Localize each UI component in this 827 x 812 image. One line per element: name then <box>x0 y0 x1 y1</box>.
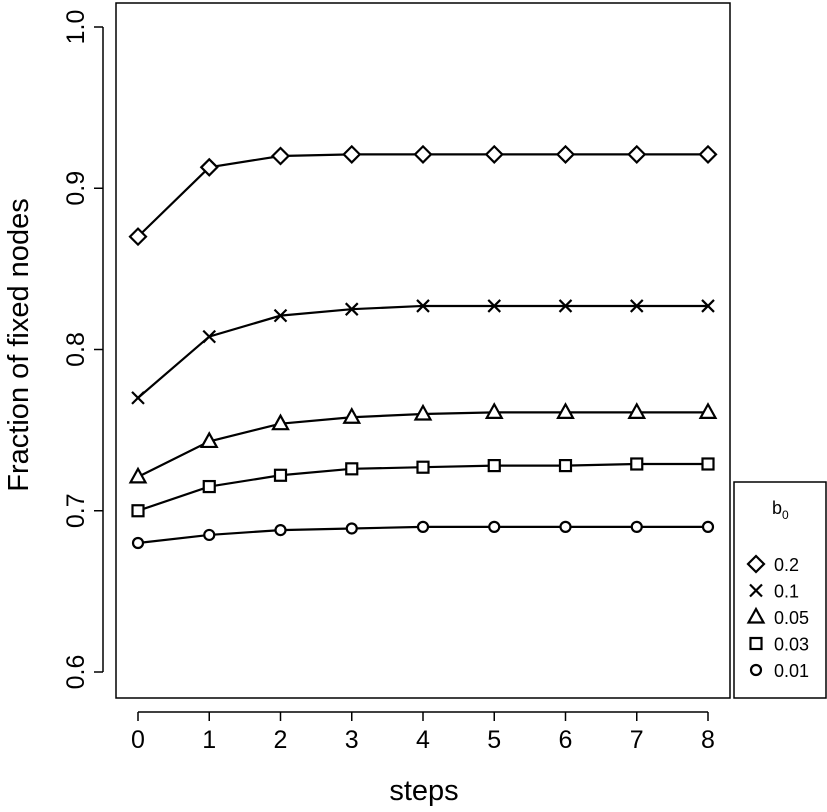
data-point-triangle <box>556 402 575 419</box>
data-point-triangle <box>199 431 219 449</box>
data-point-circle <box>630 520 643 533</box>
data-point-cross <box>629 299 644 313</box>
x-tick-label: 2 <box>274 726 288 754</box>
data-point-triangle <box>413 403 433 421</box>
x-tick-label: 4 <box>416 726 430 754</box>
data-point-cross <box>416 299 430 313</box>
legend-marker-cross <box>749 583 763 598</box>
plot-frame <box>115 2 731 699</box>
series-cross <box>131 299 715 405</box>
legend-items: 0.2 0.1 0.05 0.03 0.01 <box>746 554 809 681</box>
data-point-diamond <box>128 227 148 247</box>
data-point-cross <box>487 299 502 313</box>
data-point-triangle <box>342 406 362 424</box>
x-tick-label: 3 <box>345 726 359 754</box>
data-point-triangle <box>698 402 718 419</box>
legend-marker-square <box>749 636 763 651</box>
series-line <box>137 153 708 238</box>
data-point-cross <box>558 299 573 313</box>
x-tick-label: 1 <box>202 726 216 754</box>
legend-marker-circle <box>749 663 763 677</box>
data-point-diamond <box>698 144 718 164</box>
data-point-diamond <box>627 144 647 164</box>
data-point-cross <box>273 308 288 323</box>
series-line <box>137 304 708 399</box>
data-point-square <box>487 459 501 473</box>
x-tick-label: 6 <box>559 726 573 754</box>
data-point-circle <box>488 520 501 533</box>
data-point-circle <box>701 520 715 533</box>
data-point-circle <box>274 523 287 537</box>
data-point-circle <box>416 520 430 533</box>
data-point-square <box>701 457 715 471</box>
x-tick-label: 8 <box>701 726 715 754</box>
data-point-square <box>202 479 216 494</box>
x-tick-label: 7 <box>630 726 644 754</box>
data-point-diamond <box>199 157 219 177</box>
data-point-triangle <box>271 413 290 431</box>
legend: b0 0.2 0.1 0.05 0.03 0.01 <box>733 481 827 699</box>
x-axis-title: steps <box>389 775 458 807</box>
y-tick-label: 0.8 <box>62 332 90 367</box>
data-point-square <box>131 504 145 518</box>
legend-marker-diamond <box>746 554 766 574</box>
series-square <box>131 457 715 518</box>
y-tick-label: 0.7 <box>62 493 90 528</box>
x-tick-label: 5 <box>487 726 501 754</box>
legend-marker-triangle <box>746 606 766 624</box>
legend-label: 0.01 <box>774 661 809 681</box>
data-point-cross <box>202 329 217 344</box>
data-point-circle <box>203 528 216 542</box>
data-point-circle <box>345 522 358 535</box>
data-point-square <box>416 460 430 474</box>
series-circle <box>131 520 715 550</box>
data-point-triangle <box>128 466 148 484</box>
data-point-circle <box>559 520 572 533</box>
data-point-square <box>558 459 573 473</box>
legend-label: 0.2 <box>774 555 799 575</box>
legend-label: 0.05 <box>774 608 809 628</box>
data-point-circle <box>131 536 145 550</box>
data-point-cross <box>701 299 715 313</box>
data-point-cross <box>131 391 145 405</box>
data-point-square <box>273 468 288 482</box>
legend-label: 0.03 <box>774 635 809 655</box>
data-point-diamond <box>342 144 362 164</box>
series-diamond <box>128 144 718 247</box>
y-axis-title: Fraction of fixed nodes <box>3 198 35 491</box>
data-point-triangle <box>627 402 647 419</box>
legend-label: 0.1 <box>774 582 799 602</box>
legend-box <box>733 481 827 699</box>
data-point-diamond <box>555 144 576 164</box>
axes: 0 1 2 3 4 5 6 7 8 0.6 0.7 0.8 0.9 1.0 <box>62 10 715 754</box>
data-point-diamond <box>270 146 291 166</box>
legend-title-base: b <box>772 498 782 518</box>
legend-title: b0 <box>772 498 789 522</box>
data-point-diamond <box>413 144 433 164</box>
x-tick-label: 0 <box>131 726 145 754</box>
y-tick-label: 1.0 <box>62 10 90 45</box>
series-triangle <box>128 402 718 484</box>
series-group <box>128 144 718 550</box>
data-point-cross <box>344 302 359 316</box>
data-point-square <box>345 462 359 476</box>
y-tick-label: 0.6 <box>62 655 90 690</box>
data-point-diamond <box>484 144 504 164</box>
y-tick-label: 0.9 <box>62 171 90 206</box>
data-point-square <box>630 457 644 471</box>
legend-title-subscript: 0 <box>782 508 789 522</box>
data-point-triangle <box>484 402 504 419</box>
